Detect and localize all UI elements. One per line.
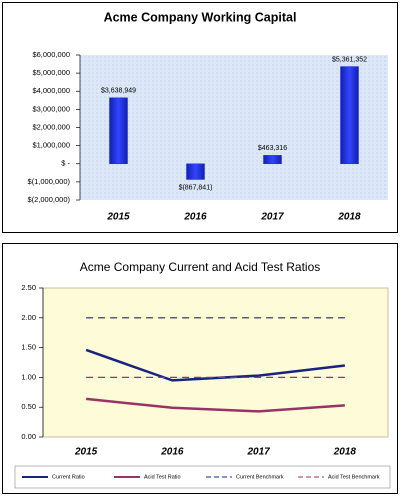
value-label: $3,638,949 (101, 88, 136, 95)
legend-label: Current Benchmark (236, 474, 284, 480)
y-tick-label: $2,000,000 (32, 122, 70, 131)
legend-label: Acid Test Benchmark (328, 474, 380, 480)
series-line (85, 348, 346, 382)
x-tick-label: 2015 (106, 212, 130, 223)
x-tick-label: 2017 (260, 212, 284, 223)
y-tick-label: 1.00 (21, 372, 36, 381)
y-tick-label: $(2,000,000) (27, 195, 70, 204)
y-tick-label: 2.00 (21, 313, 36, 322)
y-tick-label: $4,000,000 (32, 86, 70, 95)
y-tick-label: $5,000,000 (32, 68, 70, 77)
y-tick-label: $3,000,000 (32, 104, 70, 113)
x-tick-label: 2016 (160, 447, 184, 458)
chart-title: Acme Company Working Capital (104, 10, 297, 24)
chart-title: Acme Company Current and Acid Test Ratio… (80, 260, 321, 274)
value-label: $(867,841) (179, 184, 213, 191)
x-tick-label: 2016 (183, 212, 207, 223)
bar (263, 155, 282, 165)
y-tick-label: $(1,000,000) (27, 177, 70, 186)
bar (186, 163, 205, 180)
series-line (85, 397, 345, 413)
y-tick-label: 0.00 (21, 432, 36, 441)
y-tick-label: 1.50 (21, 343, 36, 352)
y-tick-label: 0.50 (21, 402, 36, 411)
value-label: $463,316 (258, 145, 287, 152)
legend-label: Current Ratio (52, 474, 85, 480)
legend-box (14, 465, 391, 489)
y-tick-label: $ - (61, 159, 70, 168)
x-tick-label: 2017 (247, 447, 271, 458)
plot-area (80, 55, 388, 200)
x-tick-label: 2018 (337, 212, 361, 223)
x-tick-label: 2015 (74, 447, 98, 458)
legend-label: Acid Test Ratio (144, 474, 181, 480)
x-tick-label: 2018 (333, 447, 357, 458)
y-tick-label: $6,000,000 (32, 50, 70, 59)
bar (340, 66, 359, 164)
plot-area (42, 287, 389, 438)
value-label: $5,361,352 (332, 56, 367, 63)
bar (109, 97, 128, 164)
y-tick-label: $1,000,000 (32, 141, 70, 150)
y-tick-label: 2.50 (21, 283, 36, 292)
